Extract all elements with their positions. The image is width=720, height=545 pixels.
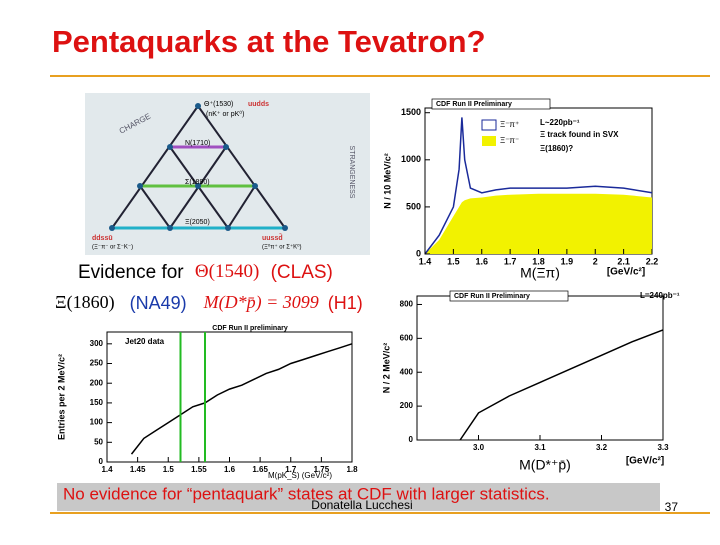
diagram-label: (nK⁺ or pK⁰) <box>206 110 244 118</box>
y-tick-label: 300 <box>90 339 104 348</box>
x-axis-label: M(D*⁺p̄) <box>519 457 571 473</box>
histogram-line <box>130 343 353 455</box>
plot-title: CDF Run II preliminary <box>212 325 288 332</box>
x-tick-label: 1.8 <box>346 465 358 474</box>
histogram-area <box>425 193 652 254</box>
y-tick-label: 1000 <box>401 154 421 164</box>
text: Θ(1540) <box>195 261 259 282</box>
evidence-line: Evidence for Θ(1540) (CLAS) <box>78 261 333 283</box>
histogram-line <box>459 329 664 441</box>
y-tick-label: 0 <box>99 457 104 466</box>
x-tick-label: 1.5 <box>163 465 175 474</box>
x-axis-label: M(pK_S) (GeV/c²) <box>268 471 332 480</box>
diagram-label: Θ⁺(1530) <box>204 101 233 108</box>
y-tick-label: 800 <box>400 300 414 309</box>
x-tick-label: 1.5 <box>447 256 460 266</box>
legend-swatch <box>481 119 497 131</box>
diagram-label: Σ(1890) <box>185 179 210 186</box>
x-tick-label: 2.1 <box>617 256 630 266</box>
x-tick-label: 2.2 <box>646 256 659 266</box>
legend-label: Ξ⁻π⁺ <box>500 120 519 129</box>
y-tick-label: 50 <box>94 437 103 446</box>
y-tick-label: 200 <box>90 378 104 387</box>
annotation: Ξ track found in SVX <box>540 130 619 139</box>
weight-diagram: Θ⁺(1530) uudds (nK⁺ or pK⁰) N(1710) Σ(18… <box>85 93 370 255</box>
x-tick-label: 3.3 <box>657 443 669 452</box>
y-tick-label: 0 <box>409 435 414 444</box>
annotation: L=240pb⁻¹ <box>640 291 680 300</box>
diagram-label: Ξ(2050) <box>185 219 210 226</box>
x-tick-label: 1.45 <box>130 465 146 474</box>
x-tick-label: 1.7 <box>504 256 517 266</box>
x-tick-label: 1.65 <box>252 465 268 474</box>
annotation: L~220pb⁻¹ <box>540 118 580 127</box>
x-tick-label: 1.7 <box>285 465 297 474</box>
text: Evidence for <box>78 262 184 283</box>
legend-swatch <box>482 136 496 146</box>
x-tick-label: 1.4 <box>419 256 432 266</box>
legend-label: Ξ⁻π⁻ <box>500 136 519 145</box>
x-tick-label: 3.0 <box>473 443 485 452</box>
plot-title-box <box>431 98 551 110</box>
x-tick-label: 1.6 <box>224 465 236 474</box>
diagram-axis: STRANGENESS <box>348 146 355 199</box>
x-tick-label: 1.75 <box>314 465 330 474</box>
x-axis-label: M(Ξπ) <box>520 265 560 281</box>
plot-title: CDF Run II Preliminary <box>454 293 530 300</box>
conclusion-box <box>57 483 660 511</box>
y-axis-label: N / 2 MeV/c² <box>381 343 391 394</box>
diagram-label: N(1710) <box>185 140 210 147</box>
x-tick-label: 3.1 <box>534 443 546 452</box>
x-tick-label: 1.6 <box>475 256 488 266</box>
diagram-label: (Ξ⁻π⁻ or Σ⁻K⁻) <box>92 245 133 251</box>
y-tick-label: 100 <box>90 418 104 427</box>
plot-title: CDF Run II Preliminary <box>436 101 512 108</box>
y-tick-label: 1500 <box>401 107 421 117</box>
plot-frame <box>106 331 353 463</box>
diagram-label: uudds <box>248 101 269 108</box>
evidence-line: Ξ(1860) (NA49) M(D*p̄) = 3099 (H1) <box>55 292 363 313</box>
histogram-line <box>424 117 653 255</box>
page-number: 37 <box>665 500 679 514</box>
x-tick-label: 1.55 <box>191 465 207 474</box>
y-tick-label: 200 <box>400 401 414 410</box>
y-axis-label: Entries per 2 MeV/c² <box>56 354 66 440</box>
annotation: Jet20 data <box>125 337 165 346</box>
text: Ξ(1860) <box>55 292 115 313</box>
x-tick-label: 2 <box>593 256 598 266</box>
x-tick-label: 1.8 <box>532 256 545 266</box>
y-tick-label: 150 <box>90 398 104 407</box>
annotation: Ξ(1860)? <box>540 144 573 153</box>
text: M(D*p̄) = 3099 <box>203 292 319 313</box>
y-tick-label: 400 <box>400 367 414 376</box>
x-axis-unit: [GeV/c²] <box>607 267 645 278</box>
conclusion: No evidence for “pentaquark” states at C… <box>63 484 550 503</box>
diagram-label: uussd̄ <box>262 233 283 242</box>
y-tick-label: 500 <box>406 201 421 211</box>
slide-title: Pentaquarks at the Tevatron? <box>52 24 486 59</box>
diagram-label: (Ξ⁰π⁺ or Σ⁺K⁰) <box>262 244 302 251</box>
x-tick-label: 1.9 <box>561 256 574 266</box>
x-tick-label: 3.2 <box>596 443 608 452</box>
y-tick-label: 600 <box>400 333 414 342</box>
text: (NA49) <box>130 293 187 313</box>
footer-author: Donatella Lucchesi <box>311 498 412 512</box>
diagram-nodes <box>109 103 288 231</box>
plot-frame <box>416 295 664 441</box>
y-tick-label: 250 <box>90 359 104 368</box>
plot-title-box <box>449 290 569 302</box>
y-tick-label: 0 <box>416 248 421 258</box>
y-axis-label: N / 10 MeV/c² <box>382 153 392 209</box>
x-axis-unit: [GeV/c²] <box>626 456 664 467</box>
text: (CLAS) <box>271 262 333 283</box>
x-tick-label: 1.4 <box>101 465 113 474</box>
text: (H1) <box>328 293 363 313</box>
diagram-label: ddssū <box>92 235 113 242</box>
